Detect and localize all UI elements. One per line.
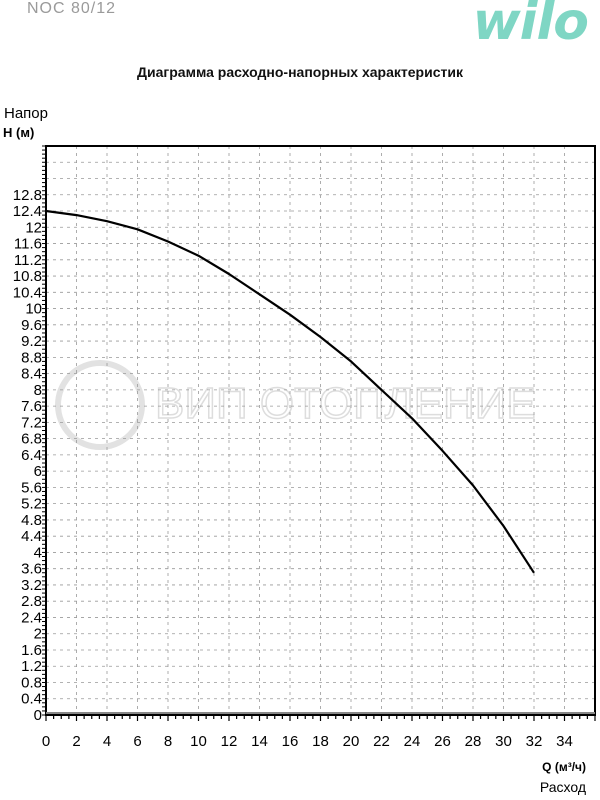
x-tick-label: 18 bbox=[312, 733, 329, 750]
y-tick-label: 11.2 bbox=[14, 252, 42, 269]
x-tick-label: 0 bbox=[42, 733, 50, 750]
watermark: ВИП ОТОПЛЕНИЕ bbox=[155, 379, 536, 428]
x-tick-label: 28 bbox=[465, 733, 482, 750]
y-tick-label: 7.6 bbox=[21, 398, 42, 415]
x-tick-label: 32 bbox=[526, 733, 543, 750]
y-tick-label: 9.2 bbox=[21, 333, 42, 350]
x-axis-label-bottom: Расход bbox=[539, 779, 586, 795]
y-tick-label: 9.6 bbox=[21, 317, 42, 334]
y-tick-label: 2.8 bbox=[21, 593, 42, 610]
y-tick-label: 11.6 bbox=[14, 236, 42, 253]
y-tick-label: 7.2 bbox=[21, 414, 42, 431]
y-tick-label: 1.2 bbox=[21, 658, 42, 675]
y-tick-label: 10.4 bbox=[13, 284, 42, 301]
x-tick-label: 10 bbox=[190, 733, 207, 750]
y-tick-label: 6 bbox=[34, 463, 42, 480]
x-tick-label: 16 bbox=[282, 733, 299, 750]
x-tick-label: 14 bbox=[251, 733, 268, 750]
x-tick-label: 24 bbox=[404, 733, 421, 750]
y-tick-label: 4 bbox=[34, 544, 42, 561]
y-tick-label: 8.8 bbox=[21, 349, 42, 366]
x-tick-label: 12 bbox=[221, 733, 238, 750]
y-tick-label: 6.4 bbox=[21, 447, 42, 464]
y-tick-label: 3.2 bbox=[21, 577, 42, 594]
y-tick-label: 5.6 bbox=[21, 479, 42, 496]
y-tick-label: 10 bbox=[25, 301, 42, 318]
y-tick-label: 0 bbox=[34, 707, 42, 724]
y-tick-label: 4.8 bbox=[21, 512, 42, 529]
model-name: NOC 80/12 bbox=[27, 0, 117, 17]
watermark-flame-icon bbox=[55, 360, 145, 450]
x-axis-label: Q (м³/ч) bbox=[542, 760, 586, 774]
y-tick-label: 6.8 bbox=[21, 431, 42, 448]
x-tick-label: 6 bbox=[133, 733, 141, 750]
y-tick-label: 5.2 bbox=[21, 496, 42, 513]
y-tick-label: 3.6 bbox=[21, 561, 42, 578]
y-tick-label: 2 bbox=[34, 626, 42, 643]
wilo-logo: wilo bbox=[472, 0, 589, 52]
y-tick-label: 12.4 bbox=[13, 203, 42, 220]
x-tick-label: 30 bbox=[495, 733, 512, 750]
y-axis-label: H (м) bbox=[3, 125, 35, 140]
x-tick-label: 8 bbox=[164, 733, 172, 750]
y-tick-label: 12 bbox=[25, 219, 42, 236]
x-tick-label: 34 bbox=[556, 733, 573, 750]
y-tick-label: 10.8 bbox=[13, 268, 42, 285]
x-tick-label: 26 bbox=[434, 733, 451, 750]
x-tick-label: 2 bbox=[72, 733, 80, 750]
y-tick-label: 12.8 bbox=[13, 187, 42, 204]
y-tick-label: 0.8 bbox=[21, 674, 42, 691]
y-tick-label: 2.4 bbox=[21, 609, 42, 626]
y-tick-label: 8.4 bbox=[21, 366, 42, 383]
x-tick-label: 22 bbox=[373, 733, 390, 750]
x-tick-label: 4 bbox=[103, 733, 111, 750]
y-axis-label-top: Напор bbox=[4, 105, 48, 122]
y-tick-label: 0.4 bbox=[21, 691, 42, 708]
chart-title: Диаграмма расходно-напорных характеристи… bbox=[137, 64, 463, 80]
y-tick-label: 1.6 bbox=[21, 642, 42, 659]
y-tick-label: 8 bbox=[34, 382, 42, 399]
y-tick-label: 4.4 bbox=[21, 528, 42, 545]
x-tick-label: 20 bbox=[343, 733, 360, 750]
